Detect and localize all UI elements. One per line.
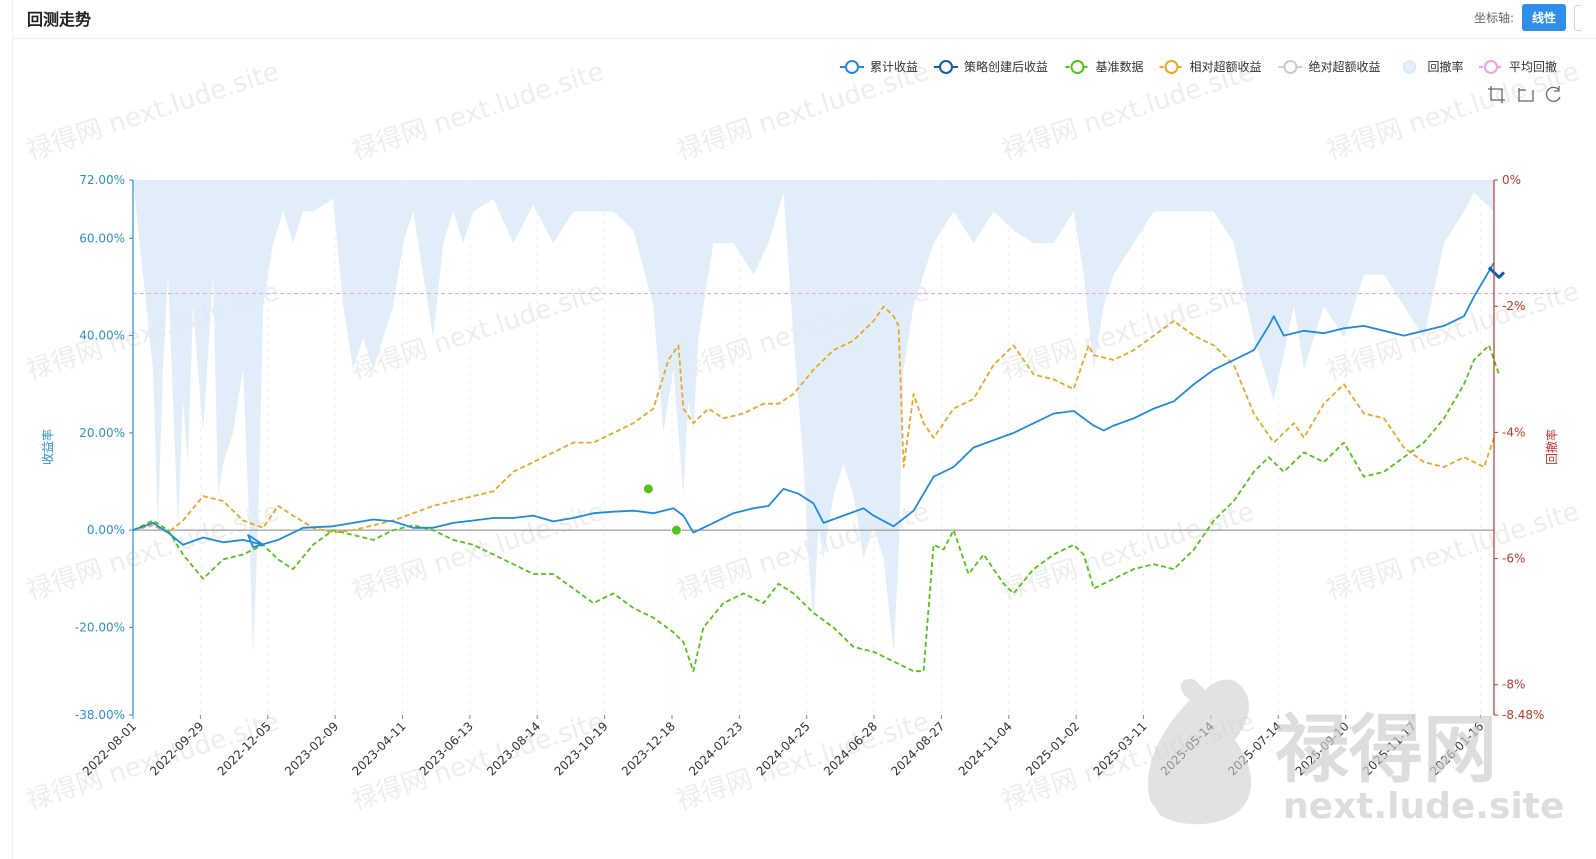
axis-label: 坐标轴: [1473,11,1514,25]
x-tick-label: 2023-02-09 [282,719,341,778]
x-tick-label: 2023-04-11 [349,719,408,778]
left-tick-label: -20.00% [75,620,125,634]
legend: 累计收益 策略创建后收益 基准数据 相对超额收益 绝对超额收益 回撤率 平均回撤 [840,59,1557,74]
drawdown-area [133,180,1494,654]
watermark-text: 禄得网 next.lude.site [348,497,608,607]
axis-switch: 坐标轴: 线性 [1474,4,1581,31]
left-axis-title: 收益率 [40,429,55,465]
right-tick-label: -4% [1502,425,1525,439]
legend-symbol [1164,60,1179,74]
restore-icon[interactable] [1545,86,1561,102]
series-marker [642,483,654,495]
zoom-reset-glyph [1518,88,1534,102]
panel-header: 回测走势 坐标轴: 线性 [13,0,1596,39]
legend-symbol [1402,60,1417,74]
left-tick-label: 60.00% [79,231,125,245]
right-tick-label: -6% [1502,552,1525,566]
watermark-text: 禄得网 next.lude.site [348,57,608,167]
legend-symbol [939,60,953,74]
series-line-post-creation [1487,266,1506,279]
logo-cn-text: 禄得网 [1275,707,1497,793]
series-line-cumulative [132,262,1495,549]
legend-symbol [1283,60,1298,74]
watermark-text: 禄得网 next.lude.site [23,497,283,607]
restore-glyph [1545,86,1561,102]
left-tick-label: 72.00% [79,173,125,187]
series-line-benchmark [132,344,1500,673]
x-tick-label: 2024-11-04 [956,719,1015,778]
series-line-relative-excess [132,305,1495,534]
zoom-glyph [1488,86,1505,103]
bull-logo-icon [1148,679,1252,825]
left-tick-label: 20.00% [79,426,125,440]
legend-label: 累计收益 [870,60,918,74]
left-tick-label: 40.00% [79,329,125,343]
right-tick-label: -8% [1502,678,1525,692]
legend-label: 相对超额收益 [1190,59,1262,74]
drawdown-area-layer [133,180,1494,654]
right-tick-label: 0% [1502,173,1521,187]
legend-item[interactable]: 相对超额收益 [1159,59,1262,74]
zoom-icon[interactable] [1488,86,1505,103]
legend-symbol [845,60,859,74]
right-axis-title: 回撤率 [1544,429,1559,465]
logo-en-text: next.lude.site [1283,786,1564,827]
legend-label: 回撤率 [1428,59,1464,74]
legend-label: 绝对超额收益 [1309,59,1381,74]
legend-item[interactable]: 绝对超额收益 [1278,59,1381,74]
panel-title: 回测走势 [27,10,92,29]
legend-item[interactable]: 回撤率 [1402,59,1464,74]
axis-linear-button[interactable]: 线性 [1521,4,1566,31]
series-marker [670,524,682,536]
legend-label: 平均回撤 [1509,59,1557,74]
toolbox [1488,86,1561,103]
axis-log-button[interactable] [1574,4,1581,31]
legend-item[interactable]: 基准数据 [1065,59,1144,74]
legend-item[interactable]: 平均回撤 [1479,59,1557,74]
legend-item[interactable]: 累计收益 [840,60,918,74]
legend-symbol [1484,60,1498,74]
left-tick-label: -38.00% [75,708,125,722]
legend-item[interactable]: 策略创建后收益 [934,59,1048,74]
legend-symbol [1070,60,1085,74]
watermark-text: 禄得网 next.lude.site [1323,497,1583,607]
series-layer [132,262,1506,673]
watermark-text: 禄得网 next.lude.site [998,497,1258,607]
right-tick-label: -8.48% [1502,708,1544,722]
right-tick-label: -2% [1502,299,1525,313]
x-tick-label: 2023-12-18 [619,719,678,778]
legend-label: 基准数据 [1096,59,1144,74]
legend-label: 策略创建后收益 [964,59,1048,74]
zoom-reset-icon[interactable] [1518,88,1534,102]
watermark-text: 禄得网 next.lude.site [23,57,283,167]
left-tick-label: 0.00% [87,523,125,537]
